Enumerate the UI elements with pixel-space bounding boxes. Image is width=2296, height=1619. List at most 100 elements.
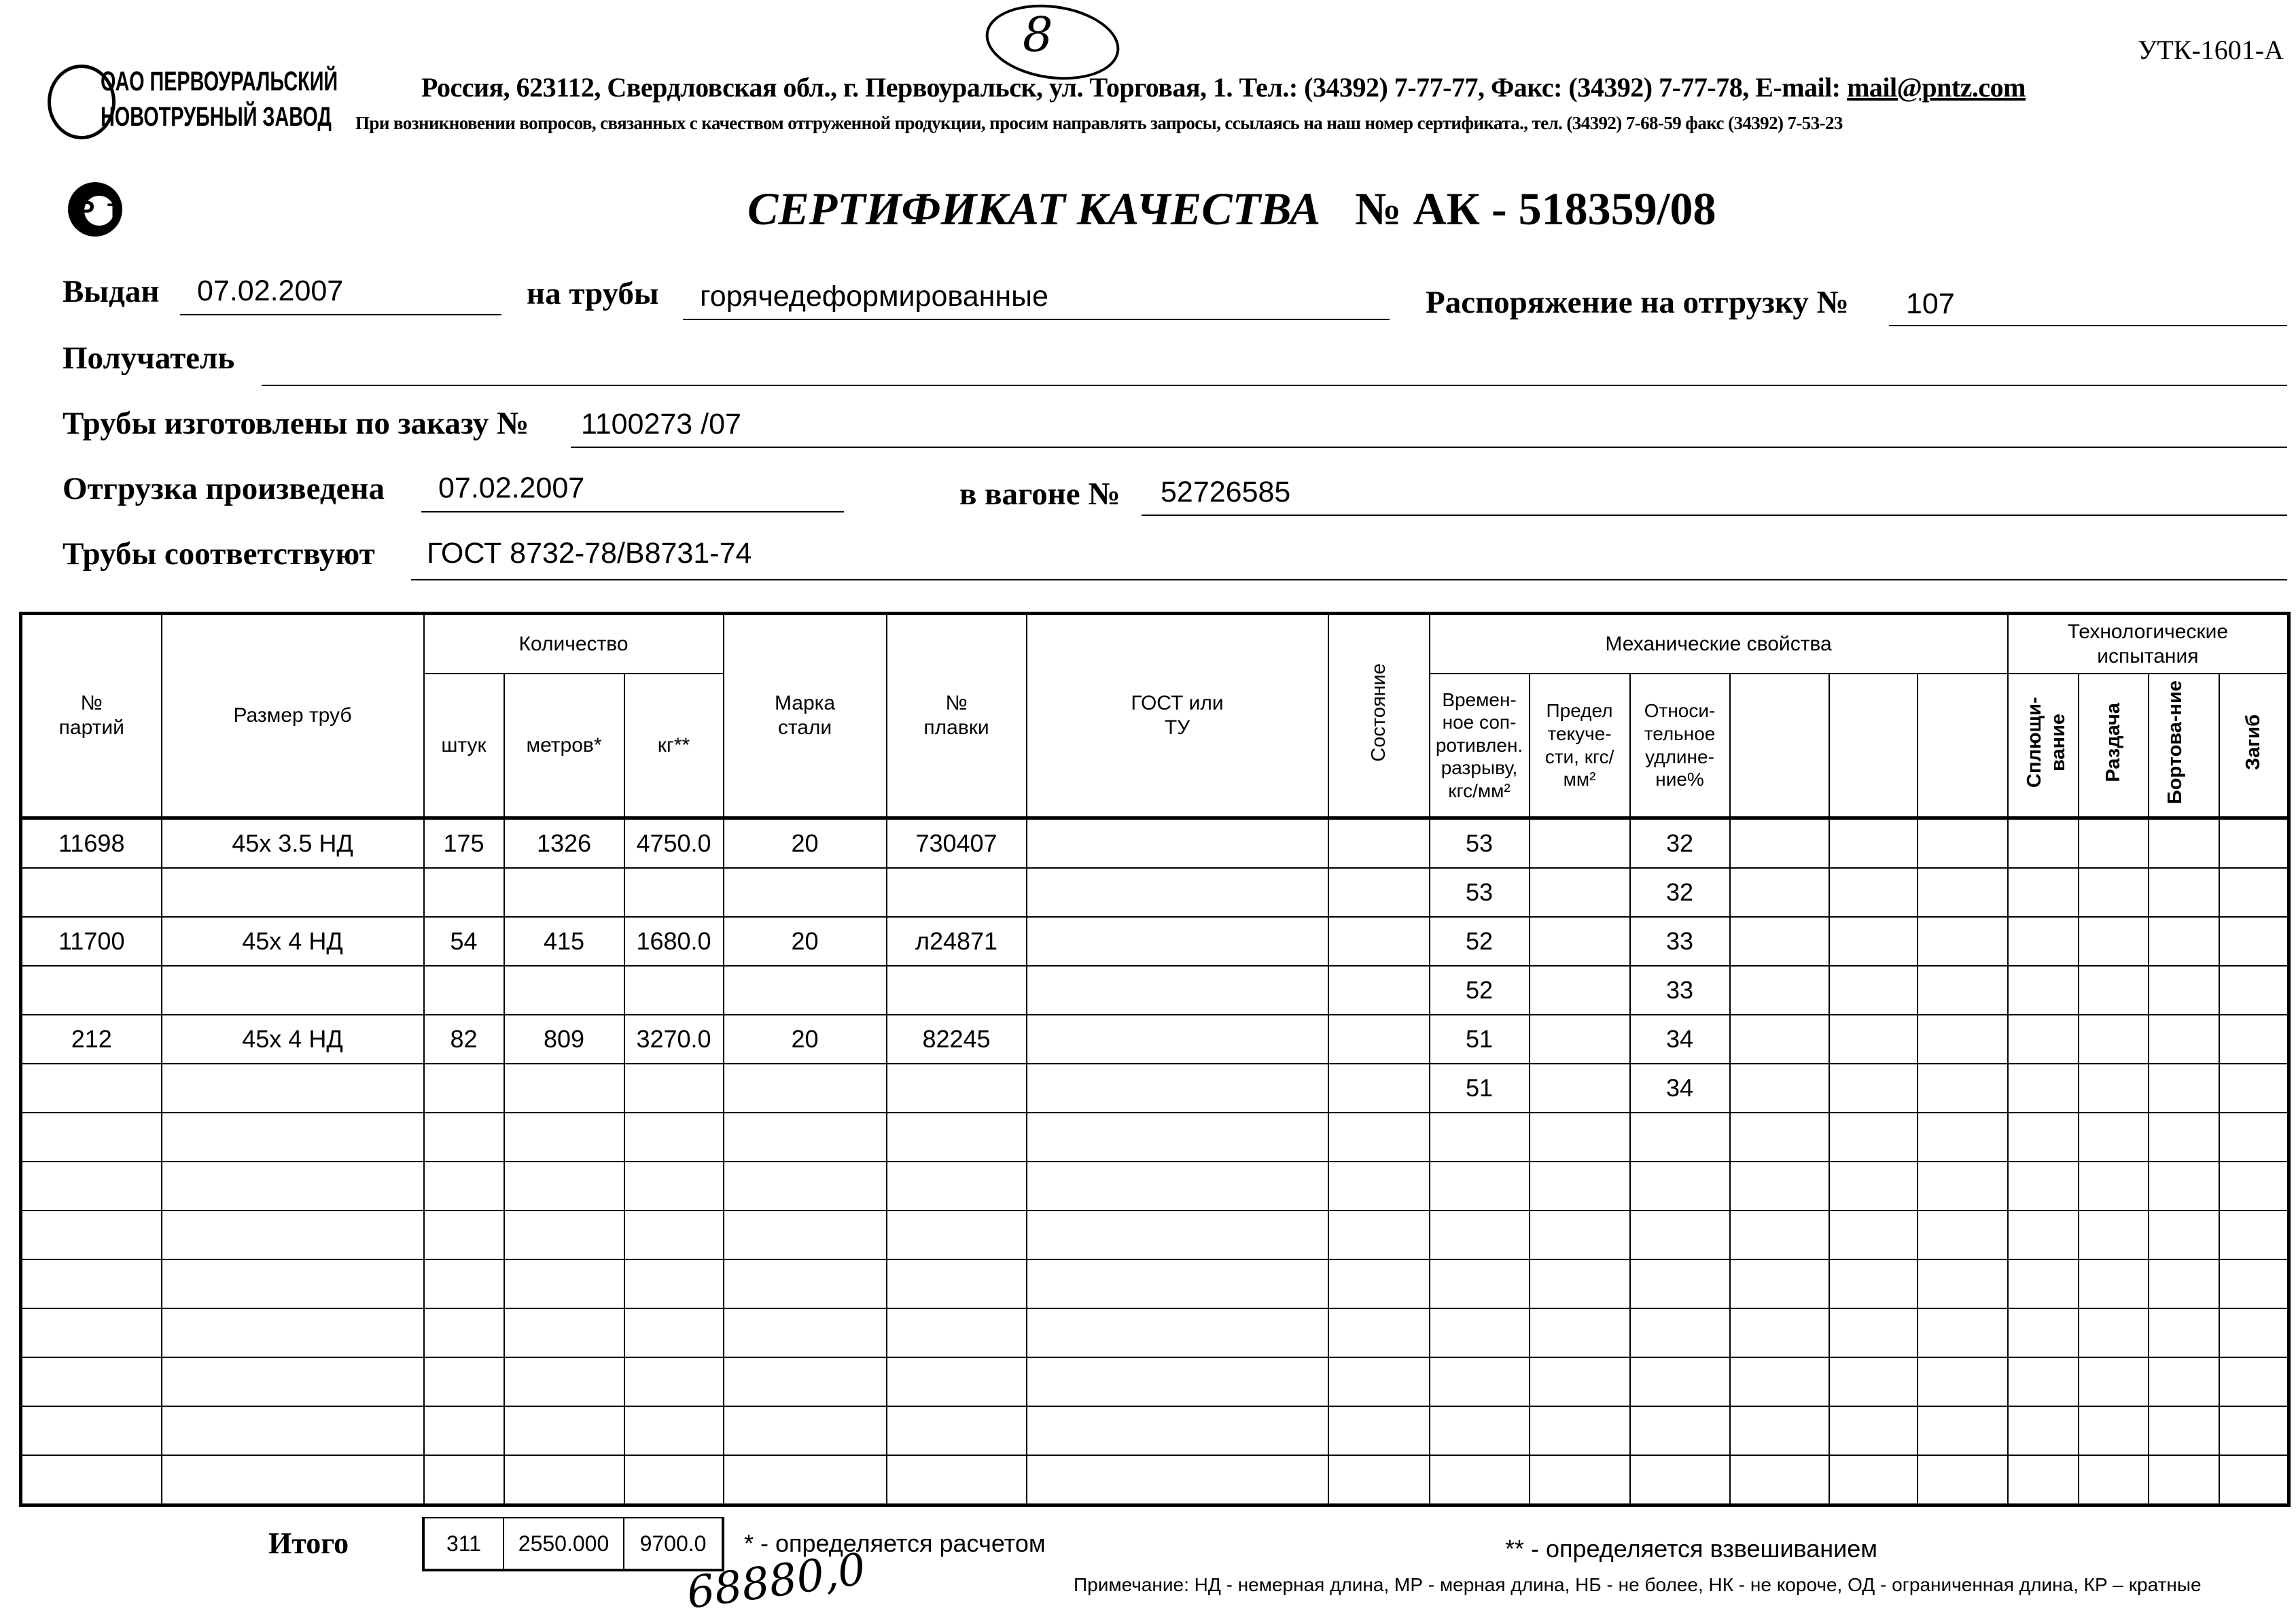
cell-state bbox=[1327, 1014, 1430, 1064]
cell-elong bbox=[1629, 1210, 1731, 1260]
cell-heat: л24871 bbox=[885, 916, 1027, 967]
cell-state bbox=[1327, 1308, 1430, 1358]
cell-flange bbox=[2147, 916, 2220, 967]
cell-yield bbox=[1528, 916, 1631, 967]
cell-bend bbox=[2218, 1259, 2290, 1309]
table-row: 53 32 bbox=[20, 867, 2290, 918]
cell-meters: 415 bbox=[503, 916, 625, 967]
cell-bend bbox=[2218, 916, 2290, 967]
cell-steel bbox=[722, 1112, 887, 1162]
cell-expand bbox=[2077, 916, 2149, 967]
total-label: Итого bbox=[268, 1527, 349, 1560]
cell-flat bbox=[2007, 1063, 2079, 1113]
order-label: Распоряжение на отгрузку № bbox=[1426, 285, 1849, 320]
cell-kg bbox=[623, 1210, 724, 1260]
shipped-underline bbox=[421, 511, 844, 512]
cell-m4 bbox=[1729, 1014, 1830, 1064]
form-code: УТК-1601-А bbox=[2138, 35, 2284, 65]
cell-kg bbox=[623, 1455, 724, 1506]
conform-label: Трубы соответствуют bbox=[63, 536, 375, 572]
cell-bend bbox=[2218, 1112, 2290, 1162]
cell-m4 bbox=[1729, 1259, 1830, 1309]
cell-elong bbox=[1629, 1455, 1731, 1506]
header-bend: Загиб bbox=[2218, 673, 2290, 819]
shipped-value: 07.02.2007 bbox=[438, 472, 585, 504]
total-meters: 2550.000 bbox=[503, 1517, 624, 1571]
cell-m5 bbox=[1828, 1357, 1918, 1407]
cell-expand bbox=[2077, 1210, 2149, 1260]
header-yield: Предел текуче-сти, кгс/мм² bbox=[1528, 673, 1631, 819]
issued-label: Выдан bbox=[63, 274, 160, 309]
cell-m5 bbox=[1828, 1063, 1918, 1113]
cell-yield bbox=[1528, 1455, 1631, 1506]
cell-gost bbox=[1025, 1455, 1329, 1506]
header-state: Состояние bbox=[1327, 612, 1430, 819]
cell-m5 bbox=[1828, 916, 1918, 967]
cell-meters bbox=[503, 1112, 625, 1162]
table-row: 11698 45х 3.5 НД 175 1326 4750.0 20 730407 53 32 bbox=[20, 817, 2290, 869]
header-elong: Относи-тельное удлине-ние% bbox=[1629, 673, 1731, 819]
cell-flat bbox=[2007, 1357, 2079, 1407]
cell-batch bbox=[20, 1259, 162, 1309]
wagon-value: 52726585 bbox=[1161, 476, 1291, 508]
table-row bbox=[20, 1357, 2290, 1407]
cell-m4 bbox=[1729, 1406, 1830, 1456]
cell-flange bbox=[2147, 817, 2220, 869]
cell-steel: 20 bbox=[722, 1014, 887, 1064]
cell-flat bbox=[2007, 867, 2079, 918]
svg-text:Р: Р bbox=[77, 196, 94, 225]
cell-m6 bbox=[1916, 1406, 2009, 1456]
cell-gost bbox=[1025, 1063, 1329, 1113]
cell-m5 bbox=[1828, 1406, 1918, 1456]
table-row: 212 45х 4 НД 82 809 3270.0 20 82245 51 34 bbox=[20, 1014, 2290, 1064]
email-link[interactable]: mail@pntz.com bbox=[1847, 72, 2026, 103]
cell-flange bbox=[2147, 965, 2220, 1015]
cell-size: 45х 4 НД bbox=[160, 916, 425, 967]
cell-state bbox=[1327, 1357, 1430, 1407]
cell-gost bbox=[1025, 1161, 1329, 1211]
flange-label: Бортова-ние bbox=[2163, 680, 2186, 805]
cell-elong bbox=[1629, 1259, 1731, 1309]
cell-m5 bbox=[1828, 867, 1918, 918]
cell-bend bbox=[2218, 1308, 2290, 1358]
cell-elong: 32 bbox=[1629, 817, 1731, 869]
cell-batch: 11698 bbox=[20, 817, 162, 869]
cell-size: 45х 4 НД bbox=[160, 1014, 425, 1064]
cell-gost bbox=[1025, 867, 1329, 918]
header-batch: № партий bbox=[20, 612, 162, 819]
cell-bend bbox=[2218, 1210, 2290, 1260]
cell-state bbox=[1327, 1210, 1430, 1260]
cell-m4 bbox=[1729, 817, 1830, 869]
cell-expand bbox=[2077, 1161, 2149, 1211]
cell-expand bbox=[2077, 1259, 2149, 1309]
cell-size bbox=[160, 867, 425, 918]
cell-yield bbox=[1528, 1406, 1631, 1456]
cell-bend bbox=[2218, 1455, 2290, 1506]
cell-tensile bbox=[1428, 1406, 1530, 1456]
pipes-label: на трубы bbox=[527, 276, 659, 311]
cell-flat bbox=[2007, 1161, 2079, 1211]
header-steel: Марка стали bbox=[722, 612, 887, 819]
cell-tensile bbox=[1428, 1112, 1530, 1162]
page-mark: 8 bbox=[1023, 7, 1053, 63]
cell-kg bbox=[623, 867, 724, 918]
table-row bbox=[20, 1308, 2290, 1358]
cell-size bbox=[160, 965, 425, 1015]
cell-kg bbox=[623, 1308, 724, 1358]
cell-batch bbox=[20, 1455, 162, 1506]
cell-tensile: 53 bbox=[1428, 867, 1530, 918]
cell-gost bbox=[1025, 1406, 1329, 1456]
issued-underline bbox=[180, 314, 501, 315]
cell-size bbox=[160, 1308, 425, 1358]
cell-yield bbox=[1528, 1357, 1631, 1407]
cell-steel: 20 bbox=[722, 916, 887, 967]
cell-m4 bbox=[1729, 867, 1830, 918]
cell-gost bbox=[1025, 1357, 1329, 1407]
wagon-label: в вагоне № bbox=[959, 476, 1120, 512]
header-row-2: штук метров* кг** Времен-ное соп-ротивле… bbox=[20, 673, 2290, 819]
cell-pcs bbox=[423, 1308, 505, 1358]
cell-pcs bbox=[423, 1210, 505, 1260]
cell-kg bbox=[623, 1161, 724, 1211]
cell-m6 bbox=[1916, 1063, 2009, 1113]
cell-expand bbox=[2077, 1455, 2149, 1506]
